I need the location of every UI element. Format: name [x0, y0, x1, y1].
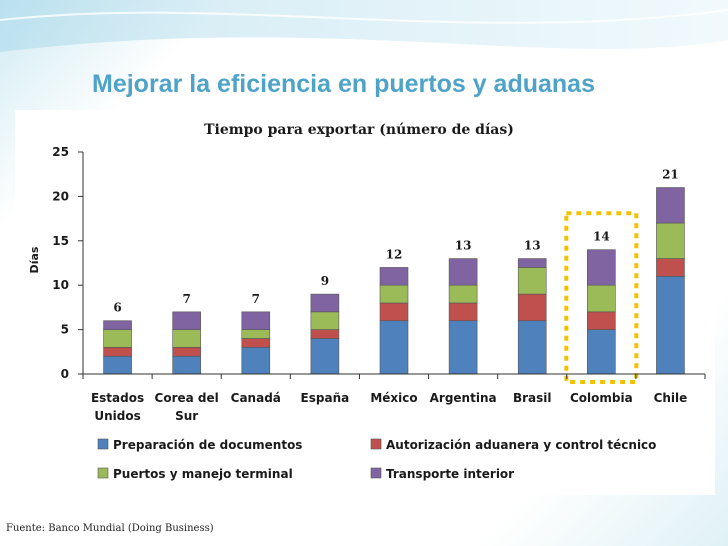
- x-tick-label: Argentina: [430, 391, 497, 405]
- bar-segment: [241, 338, 271, 348]
- bar-segment: [241, 329, 271, 339]
- labels-layer: 6 Estados Unidos 7 Corea del Sur 7 Canadá 9 Españ…: [91, 168, 687, 423]
- legend-swatch: [97, 438, 109, 450]
- x-tick-label: Corea del Sur: [155, 391, 219, 423]
- bar-segment: [172, 329, 201, 348]
- bar-total-label: 7: [252, 292, 260, 306]
- chart-panel: Tiempo para exportar (número de días) Dí…: [15, 110, 715, 495]
- bar-segment: [379, 320, 409, 375]
- bar-segment: [517, 293, 547, 322]
- bar-segment: [241, 347, 271, 375]
- legend-swatch: [97, 467, 109, 479]
- bar-segment: [656, 222, 685, 259]
- x-tick-label: Brasil: [513, 391, 552, 405]
- bar-segment: [448, 320, 478, 375]
- x-tick-label: México: [370, 391, 417, 405]
- bar-segment: [241, 311, 271, 330]
- bar-total-label: 6: [113, 301, 121, 315]
- axes-layer: 0 5 10 15 20 25: [52, 145, 706, 381]
- legend-swatch: [370, 467, 382, 479]
- bar-segment: [172, 347, 201, 357]
- legend: Preparación de documentos Autorización ad…: [97, 438, 656, 481]
- y-tick-label: 25: [52, 145, 69, 159]
- x-tick-label: Canadá: [231, 391, 281, 405]
- bar-segment: [448, 258, 478, 286]
- bar-total-label: 7: [182, 292, 190, 306]
- legend-label: Puertos y manejo terminal: [113, 467, 293, 481]
- highlight-box: [564, 211, 639, 384]
- bar-total-label: 9: [321, 274, 329, 288]
- bar-segment: [517, 267, 547, 295]
- bar-segment: [172, 355, 201, 375]
- legend-swatch: [370, 438, 382, 450]
- y-tick-label: 5: [61, 323, 69, 337]
- y-tick-label: 20: [52, 189, 69, 203]
- bar-segment: [310, 311, 340, 330]
- bar-segment: [310, 293, 340, 313]
- bar-segment: [587, 329, 616, 375]
- bar-segment: [172, 311, 201, 330]
- x-tick-label: Colombia: [570, 391, 633, 405]
- slide-title: Mejorar la eficiencia en puertos y aduan…: [92, 70, 595, 98]
- y-tick-label: 10: [52, 278, 69, 292]
- y-tick-label: 0: [61, 367, 69, 381]
- legend-label: Autorización aduanera y control técnico: [386, 438, 656, 452]
- bar-segment: [656, 187, 685, 224]
- bar-total-label: 14: [593, 230, 610, 244]
- bar-segment: [517, 320, 547, 375]
- bar-segment: [103, 347, 132, 357]
- bar-segment: [587, 284, 616, 313]
- x-tick-label: España: [301, 391, 350, 405]
- bar-segment: [656, 258, 685, 277]
- bar-segment: [310, 329, 340, 339]
- bar-segment: [103, 329, 132, 348]
- bar-segment: [587, 249, 616, 286]
- bar-total-label: 13: [524, 239, 541, 253]
- bar-total-label: 21: [662, 168, 679, 182]
- x-tick-label: Estados Unidos: [91, 391, 144, 423]
- bar-segment: [103, 320, 132, 330]
- bar-segment: [379, 284, 409, 304]
- y-axis-label: Días: [28, 246, 41, 273]
- legend-label: Transporte interior: [386, 467, 514, 481]
- chart-title: Tiempo para exportar (número de días): [204, 122, 514, 138]
- legend-label: Preparación de documentos: [113, 438, 302, 452]
- y-tick-label: 15: [52, 234, 69, 248]
- bars-layer: [103, 187, 685, 384]
- bar-total-label: 12: [386, 247, 403, 261]
- bar-total-label: 13: [455, 239, 472, 253]
- bar-segment: [103, 355, 132, 375]
- x-tick-label: Chile: [654, 391, 688, 405]
- bar-segment: [379, 302, 409, 322]
- bar-segment: [448, 284, 478, 304]
- bar-segment: [448, 302, 478, 322]
- bar-segment: [587, 311, 616, 330]
- bar-segment: [656, 276, 685, 375]
- stacked-bar-chart: Tiempo para exportar (número de días) Dí…: [28, 122, 706, 481]
- bar-segment: [379, 267, 409, 286]
- bar-segment: [310, 338, 340, 375]
- source-note: Fuente: Banco Mundial (Doing Business): [6, 523, 214, 534]
- bar-segment: [517, 258, 547, 268]
